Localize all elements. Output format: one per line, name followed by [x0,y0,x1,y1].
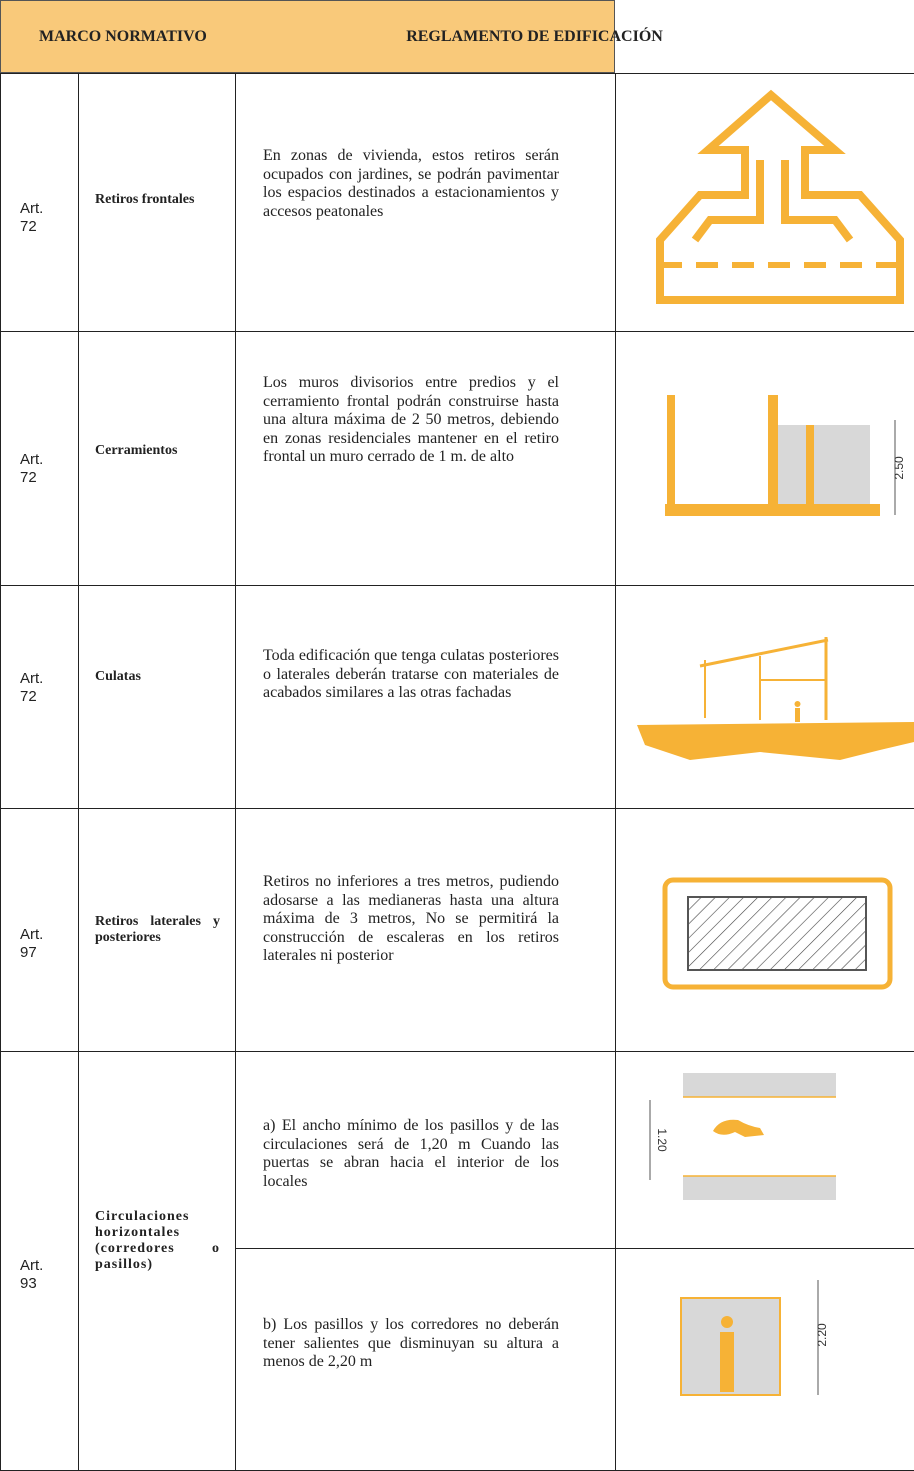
house-figure [656,89,904,304]
row-divider [0,1051,914,1052]
setback-figure [662,877,893,990]
rule-text: Retiros no inferiores a tres metros, pud… [263,873,559,964]
rule-text: b) Los pasillos y los corredores no debe… [263,1316,559,1370]
rule-text: a) El ancho mínimo de los pasillos y de … [263,1117,559,1190]
dimension-label: 2.50 [892,456,906,480]
article: Art. 93 [20,1257,44,1292]
rule-text: Los muros divisorios entre predios y el … [263,374,559,465]
article: Art. 72 [20,200,44,235]
article: Art. 97 [20,926,44,961]
topic: Culatas [95,669,141,684]
header-right-text: REGLAMENTO DE EDIFICACIÓN [406,27,663,45]
rule-text: Toda edificación que tenga culatas poste… [263,647,559,701]
topic: Cerramientos [95,443,178,458]
topic: Retiros frontales [95,192,195,207]
rule-text: En zonas de vivienda, estos retiros será… [263,147,559,220]
header-left-text: MARCO NORMATIVO [39,27,207,45]
article: Art. 72 [20,670,44,705]
fence-figure: 2.50 [665,395,906,516]
row-divider [0,331,914,332]
corridor-height-figure: 2.20 [680,1280,829,1396]
corridor-width-figure: 1.20 [649,1073,836,1200]
header-right: REGLAMENTO DE EDIFICACIÓN [235,0,914,73]
article: Art. 72 [20,451,44,486]
topic: Retiros laterales y posteriores [95,914,220,945]
row-divider [0,585,914,586]
topic: Circulaciones horizontales (corredores o… [95,1209,220,1272]
dimension-label: 2.20 [815,1323,829,1347]
dimension-label: 1.20 [655,1128,669,1152]
row-divider [235,1248,914,1249]
row-divider [0,808,914,809]
header-left: MARCO NORMATIVO [0,0,615,73]
culata-figure [637,637,914,760]
